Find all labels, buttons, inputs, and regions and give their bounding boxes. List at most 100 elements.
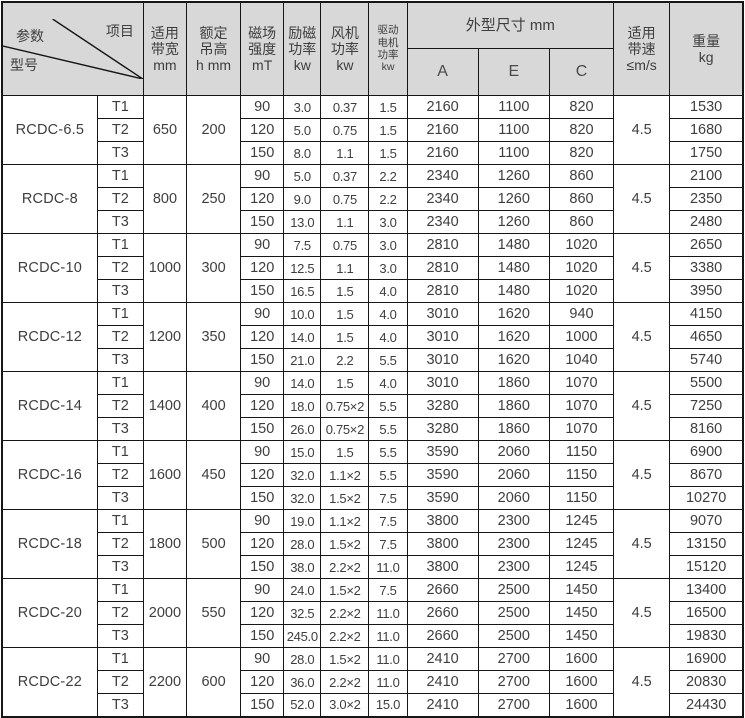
dim-a-cell: 2410 <box>406 670 479 695</box>
excitation-power-cell: 16.5 <box>283 279 322 304</box>
dim-c-cell: 1150 <box>548 486 615 511</box>
fan-power-cell: 1.5 <box>320 440 370 465</box>
dim-e-cell: 2700 <box>477 693 550 718</box>
motor-power-cell: 3.0 <box>368 210 408 235</box>
field-strength-cell: 150 <box>240 624 285 649</box>
fan-power-cell: 0.37 <box>320 164 370 189</box>
motor-power-cell: 5.5 <box>368 440 408 465</box>
dim-a-cell: 2660 <box>406 578 479 603</box>
t-variant-cell: T3 <box>96 693 144 718</box>
t-variant-cell: T3 <box>96 279 144 304</box>
model-cell: RCDC-16 <box>1 440 98 511</box>
fan-power-cell: 2.2×2 <box>320 624 370 649</box>
lift-height-cell: 500 <box>185 509 242 580</box>
weight-cell: 19830 <box>669 624 744 649</box>
dim-e-cell: 2700 <box>477 670 550 695</box>
table-row: RCDC-20 T1 2000 550 90 24.0 1.5×2 7.5 2660 2500 14… <box>1 578 744 649</box>
excitation-power-cell: 32.0 <box>283 463 322 488</box>
dim-c-cell: 1070 <box>548 417 615 442</box>
dim-c-cell: 860 <box>548 164 615 189</box>
table-row: T2 120 12.5 1.1 3.0 2810 1480 1020 3380 <box>2 256 744 281</box>
table-row: RCDC-18 T1 1800 500 90 19.0 1.1×2 7.5 3800 2300 12… <box>1 509 744 580</box>
weight-cell: 10270 <box>669 486 744 511</box>
fan-power-cell: 0.75 <box>320 118 370 143</box>
model-cell: RCDC-22 <box>1 647 98 718</box>
table-row: RCDC-16 T1 1600 450 90 15.0 1.5 5.5 3590 2060 1150… <box>1 440 744 511</box>
dim-c-cell: 1020 <box>548 233 615 258</box>
weight-cell: 2650 <box>669 233 744 258</box>
weight-cell: 4650 <box>669 325 744 350</box>
motor-power-cell: 1.5 <box>368 141 408 166</box>
table-row: T2 120 18.0 0.75×2 5.5 3280 1860 1070 7250 <box>2 394 744 419</box>
dim-a-cell: 2810 <box>406 279 479 304</box>
weight-cell: 8160 <box>669 417 744 442</box>
belt-speed-cell: 4.5 <box>613 95 671 166</box>
weight-cell: 2100 <box>669 164 744 189</box>
field-strength-cell: 90 <box>240 647 285 672</box>
table-row: RCDC-8 T1 800 250 90 5.0 0.37 2.2 2340 1260 860 4.5… <box>1 164 744 235</box>
dim-e-cell: 1260 <box>477 187 550 212</box>
table-row: RCDC-12 T1 1200 350 90 10.0 1.5 4.0 3010 1620 940 4… <box>1 302 744 373</box>
excitation-power-cell: 18.0 <box>283 394 322 419</box>
dim-e-cell: 2060 <box>477 463 550 488</box>
motor-power-cell: 5.5 <box>368 394 408 419</box>
field-strength-cell: 150 <box>240 279 285 304</box>
field-strength-cell: 120 <box>240 394 285 419</box>
dim-c-cell: 1450 <box>548 578 615 603</box>
excitation-power-cell: 21.0 <box>283 348 322 373</box>
t-variant-cell: T2 <box>96 532 144 557</box>
t-variant-cell: T2 <box>96 187 144 212</box>
lift-height-cell: 300 <box>185 233 242 304</box>
field-strength-cell: 90 <box>240 95 285 120</box>
t-variant-cell: T2 <box>96 463 144 488</box>
dim-a-cell: 3590 <box>406 463 479 488</box>
bandwidth-cell: 1400 <box>142 371 187 442</box>
motor-power-cell: 4.0 <box>368 325 408 350</box>
excitation-power-cell: 36.0 <box>283 670 322 695</box>
dim-c-cell: 1020 <box>548 279 615 304</box>
fan-power-cell: 1.5 <box>320 302 370 327</box>
col-header-dimensions: 外型尺寸 mm <box>406 1 615 50</box>
t-variant-cell: T1 <box>96 647 144 672</box>
dim-c-cell: 1245 <box>548 532 615 557</box>
dim-a-cell: 2660 <box>406 624 479 649</box>
dim-e-cell: 1480 <box>477 279 550 304</box>
dim-c-cell: 1150 <box>548 463 615 488</box>
belt-speed-cell: 4.5 <box>613 647 671 718</box>
excitation-power-cell: 14.0 <box>283 325 322 350</box>
motor-power-cell: 5.5 <box>368 417 408 442</box>
motor-power-cell: 11.0 <box>368 601 408 626</box>
dim-e-cell: 1620 <box>477 348 550 373</box>
t-variant-cell: T2 <box>96 118 144 143</box>
dim-a-cell: 2340 <box>406 164 479 189</box>
weight-cell: 8670 <box>669 463 744 488</box>
dim-c-cell: 1020 <box>548 256 615 281</box>
dim-a-cell: 3010 <box>406 302 479 327</box>
dim-e-cell: 1100 <box>477 141 550 166</box>
motor-power-cell: 1.5 <box>368 95 408 120</box>
motor-power-cell: 4.0 <box>368 371 408 396</box>
col-header-lift-height: 额定 吊高 h mm <box>185 1 242 97</box>
excitation-power-cell: 8.0 <box>283 141 322 166</box>
dim-e-cell: 1860 <box>477 394 550 419</box>
dim-c-cell: 1070 <box>548 371 615 396</box>
table-row: T3 150 245.0 2.2×2 11.0 2660 2500 1450 19830 <box>2 624 744 649</box>
field-strength-cell: 120 <box>240 187 285 212</box>
table-row: T2 120 9.0 0.75 2.2 2340 1260 860 2350 <box>2 187 744 212</box>
weight-cell: 7250 <box>669 394 744 419</box>
model-cell: RCDC-10 <box>1 233 98 304</box>
field-strength-cell: 90 <box>240 302 285 327</box>
table-row: T3 150 32.0 1.5×2 7.5 3590 2060 1150 10270 <box>2 486 744 511</box>
t-variant-cell: T1 <box>96 164 144 189</box>
excitation-power-cell: 10.0 <box>283 302 322 327</box>
model-cell: RCDC-6.5 <box>1 95 98 166</box>
t-variant-cell: T3 <box>96 348 144 373</box>
dim-c-cell: 1040 <box>548 348 615 373</box>
weight-cell: 3950 <box>669 279 744 304</box>
fan-power-cell: 0.75 <box>320 187 370 212</box>
table-header: 参数 项目 型号 适用 带宽 mm 额定 吊高 h mm 磁场 强度 mT 励磁… <box>1 1 744 97</box>
motor-power-cell: 5.5 <box>368 463 408 488</box>
weight-cell: 24430 <box>669 693 744 718</box>
fan-power-cell: 0.75×2 <box>320 417 370 442</box>
fan-power-cell: 1.1×2 <box>320 463 370 488</box>
